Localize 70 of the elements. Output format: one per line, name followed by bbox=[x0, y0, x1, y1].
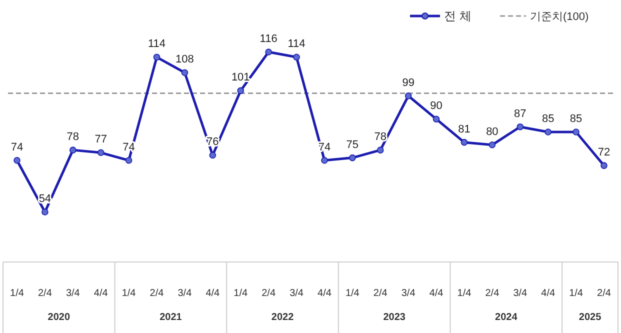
point bbox=[321, 156, 328, 164]
text: 2025 bbox=[578, 312, 602, 323]
text: 2024 bbox=[495, 312, 518, 323]
x-tick-label: 3/4 bbox=[290, 288, 304, 299]
point bbox=[70, 146, 76, 154]
text: 2023 bbox=[383, 312, 406, 323]
data-label: 99 bbox=[402, 76, 414, 89]
point bbox=[42, 208, 48, 216]
x-tick-label: 3/4 bbox=[401, 288, 416, 299]
x-tick-label: 3/4 bbox=[513, 288, 528, 299]
x-tick-label: 4/4 bbox=[94, 288, 108, 299]
data-label: 78 bbox=[374, 131, 387, 144]
text: 2020 bbox=[48, 312, 70, 323]
legend-label: 전 체 bbox=[444, 9, 472, 23]
point bbox=[488, 142, 496, 148]
x-tick-label: 1/4 bbox=[10, 288, 24, 299]
x-tick-label: 2/4 bbox=[38, 288, 52, 299]
x-tick-label: 4/4 bbox=[206, 288, 220, 299]
point bbox=[97, 149, 104, 156]
legend-label: 기준치(100) bbox=[530, 11, 589, 23]
x-tick-label: 2/4 bbox=[485, 288, 500, 299]
data-label: 81 bbox=[458, 123, 470, 136]
data-label: 90 bbox=[430, 100, 442, 112]
data-label: 85 bbox=[542, 113, 554, 125]
x-tick-label: 4/4 bbox=[541, 288, 556, 299]
point bbox=[349, 154, 356, 162]
point bbox=[516, 123, 524, 130]
data-label: 74 bbox=[10, 141, 24, 154]
x-tick-label: 1/4 bbox=[345, 288, 360, 299]
point bbox=[265, 48, 272, 56]
point bbox=[181, 69, 188, 76]
x-tick-label: 4/4 bbox=[318, 288, 332, 299]
point bbox=[237, 87, 244, 94]
point bbox=[460, 138, 468, 146]
point bbox=[153, 54, 160, 61]
point bbox=[544, 128, 552, 136]
data-label: 87 bbox=[514, 108, 526, 120]
data-label: 80 bbox=[486, 126, 498, 138]
data-label: 101 bbox=[231, 72, 250, 84]
x-tick-label: 1/4 bbox=[569, 288, 584, 299]
point bbox=[293, 54, 300, 61]
x-tick-label: 1/4 bbox=[122, 288, 136, 299]
text: 2021 bbox=[160, 312, 182, 323]
data-label: 77 bbox=[94, 134, 107, 146]
point bbox=[404, 92, 412, 100]
data-label: 85 bbox=[570, 113, 582, 125]
data-label: 72 bbox=[598, 146, 610, 159]
point bbox=[209, 152, 216, 159]
point bbox=[376, 146, 384, 154]
x-tick-label: 1/4 bbox=[234, 288, 248, 299]
point bbox=[572, 128, 580, 136]
x-tick-label: 4/4 bbox=[429, 288, 444, 299]
x-tick-label: 3/4 bbox=[178, 288, 192, 299]
x-tick-label: 2/4 bbox=[597, 288, 612, 299]
x-tick-label: 2/4 bbox=[150, 288, 164, 299]
x-tick-label: 1/4 bbox=[457, 288, 472, 299]
data-label: 114 bbox=[148, 38, 166, 50]
data-label: 78 bbox=[66, 131, 80, 144]
point bbox=[125, 156, 132, 164]
x-tick-label: 2/4 bbox=[373, 288, 388, 299]
data-label: 75 bbox=[346, 138, 359, 151]
data-label: 114 bbox=[288, 38, 306, 50]
point bbox=[14, 156, 20, 164]
text: 2022 bbox=[271, 312, 294, 323]
x-tick-label: 3/4 bbox=[66, 288, 80, 299]
point bbox=[432, 116, 440, 122]
point bbox=[600, 162, 608, 169]
data-label: 116 bbox=[260, 33, 278, 45]
data-label: 108 bbox=[176, 54, 194, 66]
x-tick-label: 2/4 bbox=[262, 288, 276, 299]
